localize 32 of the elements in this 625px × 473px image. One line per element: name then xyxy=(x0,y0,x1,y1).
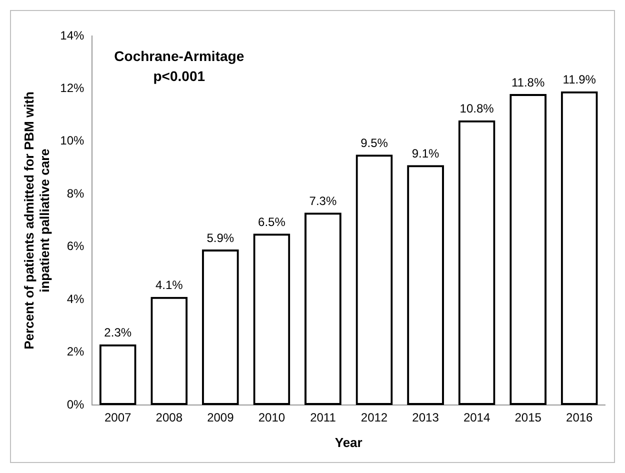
x-tick-label: 2010 xyxy=(258,410,286,425)
data-label: 9.1% xyxy=(412,146,440,160)
x-axis-title: Year xyxy=(334,434,362,450)
y-tick-label: 2% xyxy=(66,344,85,359)
y-tick-label: 4% xyxy=(66,292,85,306)
x-tick-label: 2011 xyxy=(310,410,336,425)
y-tick-label: 10% xyxy=(60,134,85,148)
y-tick-label: 6% xyxy=(66,239,85,254)
x-tick-label: 2014 xyxy=(463,410,490,425)
y-tick-label: 8% xyxy=(66,186,85,200)
data-label: 9.5% xyxy=(360,136,388,150)
x-tick-label: 2016 xyxy=(566,410,594,425)
annotation: Cochrane-Armitage xyxy=(114,48,244,64)
data-label: 5.9% xyxy=(206,230,234,245)
data-label: 2.3% xyxy=(104,326,132,340)
x-tick-label: 2007 xyxy=(104,410,132,425)
data-label: 4.1% xyxy=(155,278,184,292)
data-label: 11.8% xyxy=(512,75,545,90)
y-tick-label: 0% xyxy=(66,397,85,412)
y-tick-label: 14% xyxy=(60,28,85,42)
data-label: 11.9% xyxy=(562,72,596,87)
x-tick-label: 2012 xyxy=(360,410,388,425)
x-tick-label: 2015 xyxy=(514,410,542,425)
y-axis-title: Percent of patients admitted for PBM with inpatient palliative care xyxy=(21,92,52,350)
data-label: 6.5% xyxy=(258,214,286,229)
data-label: 10.8% xyxy=(460,102,494,116)
annotation: p<0.001 xyxy=(153,68,206,84)
x-tick-label: 2009 xyxy=(207,410,234,425)
x-tick-label: 2013 xyxy=(412,410,440,425)
data-label: 7.3% xyxy=(309,194,337,208)
x-tick-label: 2008 xyxy=(156,410,183,425)
y-tick-label: 12% xyxy=(60,81,85,96)
